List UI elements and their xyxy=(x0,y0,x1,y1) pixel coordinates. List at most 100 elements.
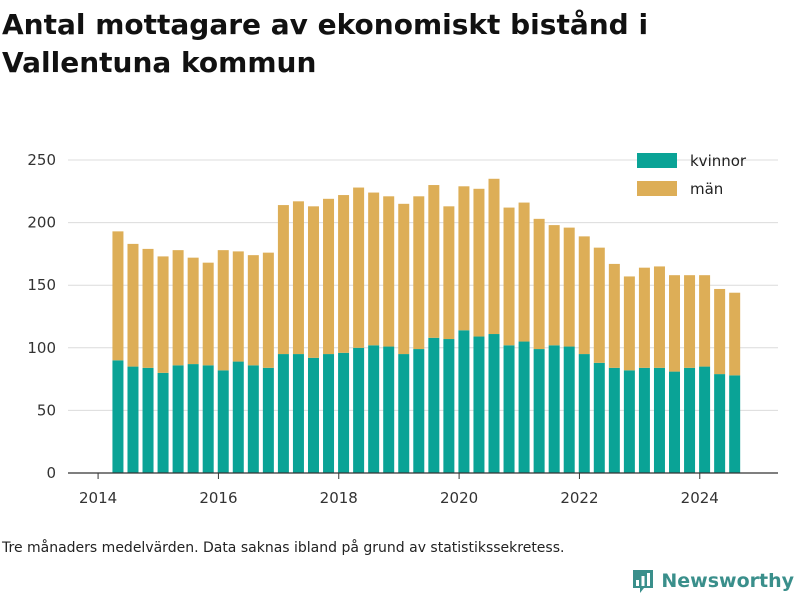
brand-logo: Newsworthy xyxy=(631,568,794,594)
brand-name: Newsworthy xyxy=(661,570,794,592)
bar-man xyxy=(473,188,485,337)
bar-kvinnor xyxy=(323,354,335,473)
y-tick-label: 200 xyxy=(27,214,56,232)
bar-man xyxy=(292,201,304,355)
bar-man xyxy=(623,276,635,371)
bar-man xyxy=(503,207,515,346)
bar-man xyxy=(398,203,410,355)
bar-kvinnor xyxy=(338,352,350,473)
x-tick-label: 2014 xyxy=(79,489,117,507)
bar-kvinnor xyxy=(217,370,229,473)
legend-label: kvinnor xyxy=(690,152,747,170)
bar-man xyxy=(172,250,184,366)
bar-man xyxy=(684,275,696,368)
bar-kvinnor xyxy=(699,366,711,473)
legend-swatch xyxy=(637,181,677,196)
legend: kvinnor män xyxy=(637,152,747,198)
bar-kvinnor xyxy=(563,346,575,473)
bar-kvinnor xyxy=(307,357,319,473)
bar-kvinnor xyxy=(458,330,470,473)
bar-kvinnor xyxy=(112,360,124,473)
bar-man xyxy=(157,256,169,373)
bar-kvinnor xyxy=(277,354,289,473)
bar-man xyxy=(593,247,605,363)
bar-man xyxy=(669,275,681,372)
bars xyxy=(112,178,741,473)
bar-man xyxy=(353,187,365,348)
bar-kvinnor xyxy=(669,371,681,473)
bar-man xyxy=(277,205,289,355)
bar-man xyxy=(699,275,711,367)
axes: 0 50 100 150 200 250 2014 2016 2018 2020 2022 2024 xyxy=(27,151,778,507)
bar-man xyxy=(608,263,620,368)
bar-kvinnor xyxy=(232,361,244,473)
bar-kvinnor xyxy=(292,354,304,473)
bar-man xyxy=(548,225,560,346)
x-tick-label: 2024 xyxy=(681,489,719,507)
bar-kvinnor xyxy=(172,365,184,473)
bar-man xyxy=(127,243,139,367)
bar-kvinnor xyxy=(413,349,425,473)
bar-man xyxy=(142,248,154,368)
x-tick-label: 2016 xyxy=(199,489,237,507)
bar-man xyxy=(217,250,229,371)
bar-kvinnor xyxy=(142,367,154,473)
legend-swatch xyxy=(637,153,677,168)
bar-kvinnor xyxy=(247,365,259,473)
bar-kvinnor xyxy=(428,337,440,473)
x-tick-label: 2020 xyxy=(440,489,478,507)
bar-kvinnor xyxy=(202,365,214,473)
bar-kvinnor xyxy=(187,364,199,473)
bar-man xyxy=(729,292,741,376)
bar-kvinnor xyxy=(398,354,410,473)
bar-man xyxy=(383,196,395,347)
bar-man xyxy=(202,262,214,366)
bar-man xyxy=(563,227,575,347)
y-tick-label: 150 xyxy=(27,276,56,294)
x-tick-label: 2022 xyxy=(560,489,598,507)
bar-man xyxy=(458,186,470,331)
footnote: Tre månaders medelvärden. Data saknas ib… xyxy=(2,540,565,556)
bar-man xyxy=(428,185,440,338)
bar-kvinnor xyxy=(548,345,560,473)
bar-kvinnor xyxy=(383,346,395,473)
bar-man xyxy=(443,206,455,340)
bar-man xyxy=(518,202,530,342)
bar-kvinnor xyxy=(157,372,169,473)
bar-man xyxy=(578,236,590,355)
bar-man xyxy=(112,231,124,361)
bar-man xyxy=(307,206,319,358)
bar-kvinnor xyxy=(623,370,635,473)
y-tick-label: 250 xyxy=(27,151,56,169)
x-tick-label: 2018 xyxy=(320,489,358,507)
bar-kvinnor xyxy=(578,354,590,473)
bar-man xyxy=(368,192,380,346)
bar-kvinnor xyxy=(262,367,274,473)
bar-man xyxy=(338,195,350,353)
bar-kvinnor xyxy=(593,362,605,473)
y-tick-label: 50 xyxy=(37,401,56,419)
bar-kvinnor xyxy=(127,366,139,473)
bar-kvinnor xyxy=(488,334,500,473)
bar-man xyxy=(187,257,199,365)
bar-man xyxy=(262,252,274,368)
bar-kvinnor xyxy=(473,336,485,473)
bar-man xyxy=(232,251,244,362)
bar-kvinnor xyxy=(353,347,365,473)
bar-man xyxy=(533,218,545,350)
bar-kvinnor xyxy=(443,339,455,473)
bar-man xyxy=(247,255,259,366)
bar-chart-icon xyxy=(633,570,654,593)
bar-man xyxy=(638,267,650,368)
bar-man xyxy=(323,198,335,355)
bar-kvinnor xyxy=(714,374,726,473)
bar-man xyxy=(653,266,665,368)
y-tick-label: 0 xyxy=(46,464,56,482)
bar-kvinnor xyxy=(729,375,741,473)
bar-kvinnor xyxy=(608,367,620,473)
bar-kvinnor xyxy=(533,349,545,473)
legend-label: män xyxy=(690,180,723,198)
bar-kvinnor xyxy=(638,367,650,473)
bar-kvinnor xyxy=(368,345,380,473)
